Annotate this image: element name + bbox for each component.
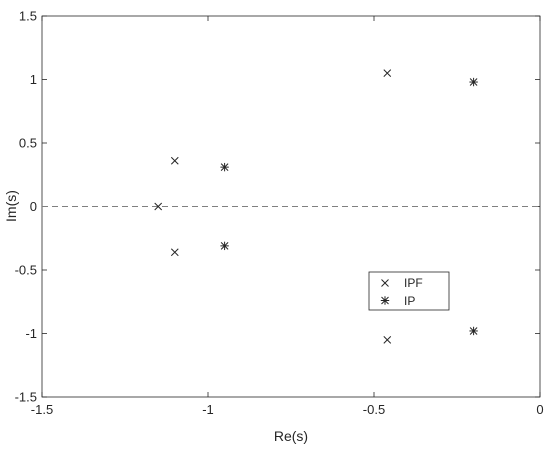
ip-point [220,241,229,251]
x-tick-label: -1.5 [31,402,53,417]
legend: IPF IP [368,271,450,311]
ip-point [469,326,478,336]
ipf-point [170,248,179,257]
y-axis-title: Im(s) [3,190,19,222]
y-tick-label: -1 [25,326,37,341]
legend-marker-ipf [381,279,389,287]
ipf-point [170,156,179,165]
y-tick-label: 1.5 [19,9,37,24]
ipf-point [383,335,392,344]
ticks-layer: -1.5 -1 -0.5 0 -1.5 -1 -0.5 0 0.5 1 1.5 [15,9,544,418]
y-tick-label: 0.5 [19,136,37,151]
x-tick-label: -1 [202,402,214,417]
x-tick-label: 0 [536,402,543,417]
ip-point [469,77,478,87]
points-layer [154,69,478,344]
legend-markers [380,279,390,305]
x-axis-title: Re(s) [274,428,308,444]
x-tick-label: -0.5 [363,402,385,417]
legend-label-ipf: IPF [404,276,423,290]
y-tick-label: 1 [30,72,37,87]
y-tick-label: 0 [30,199,37,214]
legend-label-ip: IP [404,294,415,308]
ip-point [220,162,229,172]
y-tick-label: -0.5 [15,263,37,278]
y-tick-label: -1.5 [15,390,37,405]
legend-marker-ip [380,296,390,305]
ipf-point [154,202,163,211]
ipf-point [383,69,392,78]
